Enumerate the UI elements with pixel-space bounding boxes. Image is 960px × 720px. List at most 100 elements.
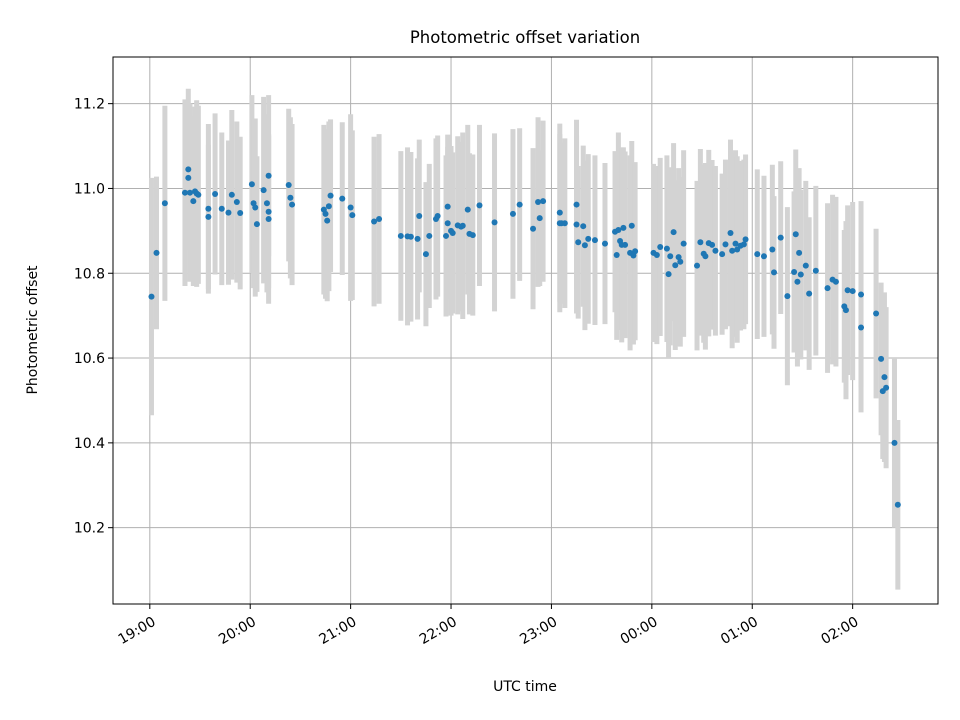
data-point bbox=[561, 220, 568, 227]
data-point bbox=[416, 213, 423, 220]
data-point bbox=[212, 190, 219, 197]
data-point bbox=[491, 219, 498, 226]
data-point bbox=[615, 227, 622, 234]
data-point bbox=[806, 290, 813, 297]
data-point bbox=[233, 199, 240, 206]
data-point bbox=[881, 374, 888, 381]
data-point bbox=[186, 189, 193, 196]
data-point bbox=[443, 232, 450, 239]
data-point bbox=[530, 225, 537, 232]
data-point bbox=[414, 235, 421, 242]
data-point bbox=[873, 310, 880, 317]
data-point bbox=[426, 232, 433, 239]
data-point bbox=[727, 229, 734, 236]
data-point bbox=[663, 245, 670, 252]
data-point bbox=[632, 248, 639, 255]
data-point bbox=[620, 224, 627, 231]
data-point bbox=[371, 218, 378, 225]
plot-frame bbox=[112, 56, 939, 605]
data-point bbox=[729, 247, 736, 254]
data-point bbox=[794, 278, 801, 285]
x-axis-label: UTC time bbox=[493, 679, 557, 695]
data-point bbox=[265, 208, 272, 215]
data-point bbox=[667, 253, 674, 260]
y-tick-label: 10.8 bbox=[74, 266, 105, 282]
data-point bbox=[397, 232, 404, 239]
data-point bbox=[185, 174, 192, 181]
data-point bbox=[205, 205, 212, 212]
data-point bbox=[185, 166, 192, 173]
data-point bbox=[407, 233, 414, 240]
data-point bbox=[812, 267, 819, 274]
data-point bbox=[253, 221, 260, 228]
data-point bbox=[322, 210, 329, 217]
data-point bbox=[719, 251, 726, 258]
data-point bbox=[260, 187, 267, 194]
y-tick-label: 10.4 bbox=[74, 436, 105, 452]
data-point bbox=[205, 213, 212, 220]
data-point bbox=[289, 201, 296, 208]
data-point bbox=[265, 215, 272, 222]
data-point bbox=[161, 200, 168, 207]
data-point bbox=[444, 220, 451, 227]
y-tick-label: 10.6 bbox=[74, 351, 105, 367]
data-point bbox=[591, 237, 598, 244]
data-point bbox=[665, 271, 672, 278]
data-point bbox=[444, 203, 451, 210]
data-point bbox=[697, 239, 704, 246]
data-point bbox=[657, 243, 664, 250]
data-point bbox=[653, 252, 660, 259]
data-point bbox=[536, 215, 543, 222]
data-point bbox=[252, 204, 259, 211]
data-point bbox=[675, 254, 682, 261]
data-point bbox=[263, 200, 270, 207]
data-point bbox=[195, 191, 202, 198]
data-point bbox=[891, 439, 898, 446]
data-point bbox=[622, 241, 629, 248]
data-point bbox=[347, 204, 354, 211]
data-point bbox=[449, 229, 456, 236]
data-point bbox=[228, 191, 235, 198]
data-point bbox=[573, 221, 580, 228]
data-point bbox=[585, 235, 592, 242]
data-point bbox=[190, 198, 197, 205]
data-point bbox=[777, 234, 784, 241]
data-point bbox=[712, 247, 719, 254]
data-point bbox=[601, 240, 608, 247]
data-point bbox=[349, 212, 356, 219]
data-point bbox=[784, 293, 791, 300]
data-point bbox=[694, 262, 701, 269]
data-point bbox=[771, 269, 778, 276]
data-point bbox=[742, 236, 749, 243]
data-point bbox=[376, 215, 383, 222]
data-point bbox=[422, 251, 429, 258]
data-point bbox=[327, 192, 334, 199]
data-point bbox=[849, 288, 856, 295]
y-tick-label: 11.0 bbox=[74, 181, 105, 197]
data-point bbox=[628, 222, 635, 229]
data-point bbox=[858, 324, 865, 331]
y-tick-label: 11.2 bbox=[74, 97, 105, 113]
data-point bbox=[613, 252, 620, 259]
data-point bbox=[580, 223, 587, 230]
data-point bbox=[769, 246, 776, 253]
point-layer bbox=[148, 166, 901, 508]
data-point bbox=[670, 229, 677, 236]
data-point bbox=[740, 241, 747, 248]
data-point bbox=[237, 210, 244, 217]
data-point bbox=[732, 240, 739, 247]
data-point bbox=[218, 205, 225, 212]
data-point bbox=[722, 241, 729, 248]
data-point bbox=[796, 249, 803, 256]
data-point bbox=[148, 293, 155, 300]
data-point bbox=[878, 355, 885, 362]
data-point bbox=[842, 307, 849, 314]
data-point bbox=[792, 231, 799, 238]
data-point bbox=[324, 217, 331, 224]
data-point bbox=[285, 182, 292, 189]
data-point bbox=[153, 249, 160, 256]
data-point bbox=[791, 268, 798, 275]
y-tick-label: 10.2 bbox=[74, 521, 105, 537]
data-point bbox=[672, 262, 679, 269]
